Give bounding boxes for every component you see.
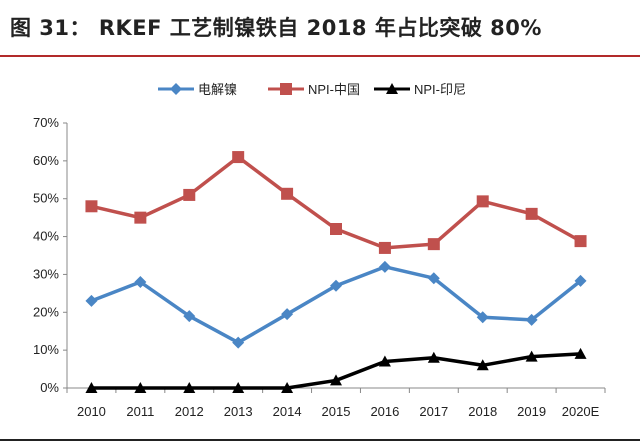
x-tick-label: 2018 [468,404,497,419]
x-tick-label: 2019 [517,404,546,419]
data-point-0-5 [330,279,342,292]
y-tick-label: 30% [33,266,59,281]
data-point-1-9 [525,207,538,220]
legend-marker-0 [170,83,182,95]
data-point-0-1 [134,276,147,288]
x-tick-label: 2020E [562,404,600,419]
data-point-2-7 [427,351,440,363]
data-point-1-10 [574,235,587,248]
x-tick-label: 2014 [273,404,302,419]
data-point-0-7 [427,272,440,285]
y-tick-label: 40% [33,229,59,244]
data-point-1-0 [85,200,98,213]
y-tick-label: 60% [33,153,59,168]
data-point-1-4 [281,187,294,200]
data-point-0-6 [378,260,391,273]
data-point-0-4 [281,308,294,321]
data-point-2-9 [525,350,538,362]
data-point-0-8 [476,311,489,324]
data-point-1-8 [476,195,489,208]
y-tick-label: 0% [40,380,59,395]
bottom-rule [0,439,640,441]
legend-marker-1 [280,83,292,95]
data-point-2-2 [183,382,196,393]
data-point-2-5 [330,374,342,386]
x-tick-label: 2012 [175,404,204,419]
data-point-0-0 [85,294,98,307]
x-tick-label: 2011 [126,404,154,419]
data-point-2-1 [134,382,147,393]
data-point-2-4 [281,382,294,393]
data-point-0-10 [574,274,587,287]
series-line-0 [90,265,582,345]
x-tick-label: 2010 [77,404,106,419]
x-tick-label: 2013 [224,404,253,419]
y-tick-label: 20% [33,304,59,319]
data-point-2-0 [85,382,98,393]
x-tick-label: 2017 [419,404,448,419]
y-tick-label: 70% [33,115,59,130]
data-point-2-8 [476,359,489,371]
data-point-0-3 [232,336,245,349]
data-point-0-2 [183,310,196,323]
data-point-2-6 [378,355,391,367]
data-point-0-9 [525,313,538,326]
figure-title: 图 31： RKEF 工艺制镍铁自 2018 年占比突破 80% [10,16,542,40]
title-rule [0,55,640,57]
legend-label-1: NPI-中国 [308,82,360,97]
data-point-2-10 [574,347,587,359]
x-tick-label: 2016 [370,404,399,419]
data-point-1-5 [330,223,342,235]
data-point-1-3 [232,151,245,164]
data-point-1-7 [427,238,440,251]
legend-label-0: 电解镍 [198,82,237,97]
data-point-1-6 [378,241,391,254]
data-point-1-2 [183,188,196,201]
data-point-1-1 [134,211,147,224]
y-tick-label: 50% [33,191,59,206]
y-tick-label: 10% [33,342,59,357]
data-point-2-3 [232,382,245,393]
legend-label-2: NPI-印尼 [414,82,466,97]
x-tick-label: 2015 [322,404,351,419]
legend-marker-2 [386,83,398,94]
